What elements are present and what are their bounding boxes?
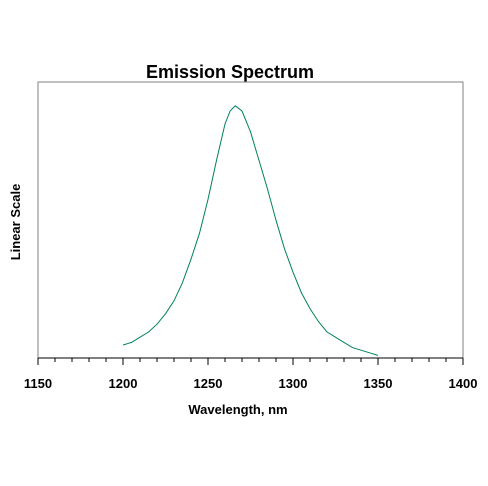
x-tick-label: 1250 xyxy=(194,376,223,391)
chart-title: Emission Spectrum xyxy=(146,62,314,82)
x-axis-label: Wavelength, nm xyxy=(188,402,287,417)
x-tick-label: 1300 xyxy=(279,376,308,391)
y-axis-label: Linear Scale xyxy=(8,184,23,261)
x-axis-tick-labels: 1150 1200 1250 1300 1350 1400 xyxy=(24,376,478,391)
x-tick-label: 1150 xyxy=(24,376,52,391)
emission-series-line xyxy=(122,105,379,356)
x-axis-ticks xyxy=(37,358,464,365)
x-tick-label: 1400 xyxy=(449,376,478,391)
x-tick-label: 1200 xyxy=(109,376,138,391)
plot-area-frame xyxy=(37,81,464,359)
x-tick-label: 1350 xyxy=(364,376,393,391)
